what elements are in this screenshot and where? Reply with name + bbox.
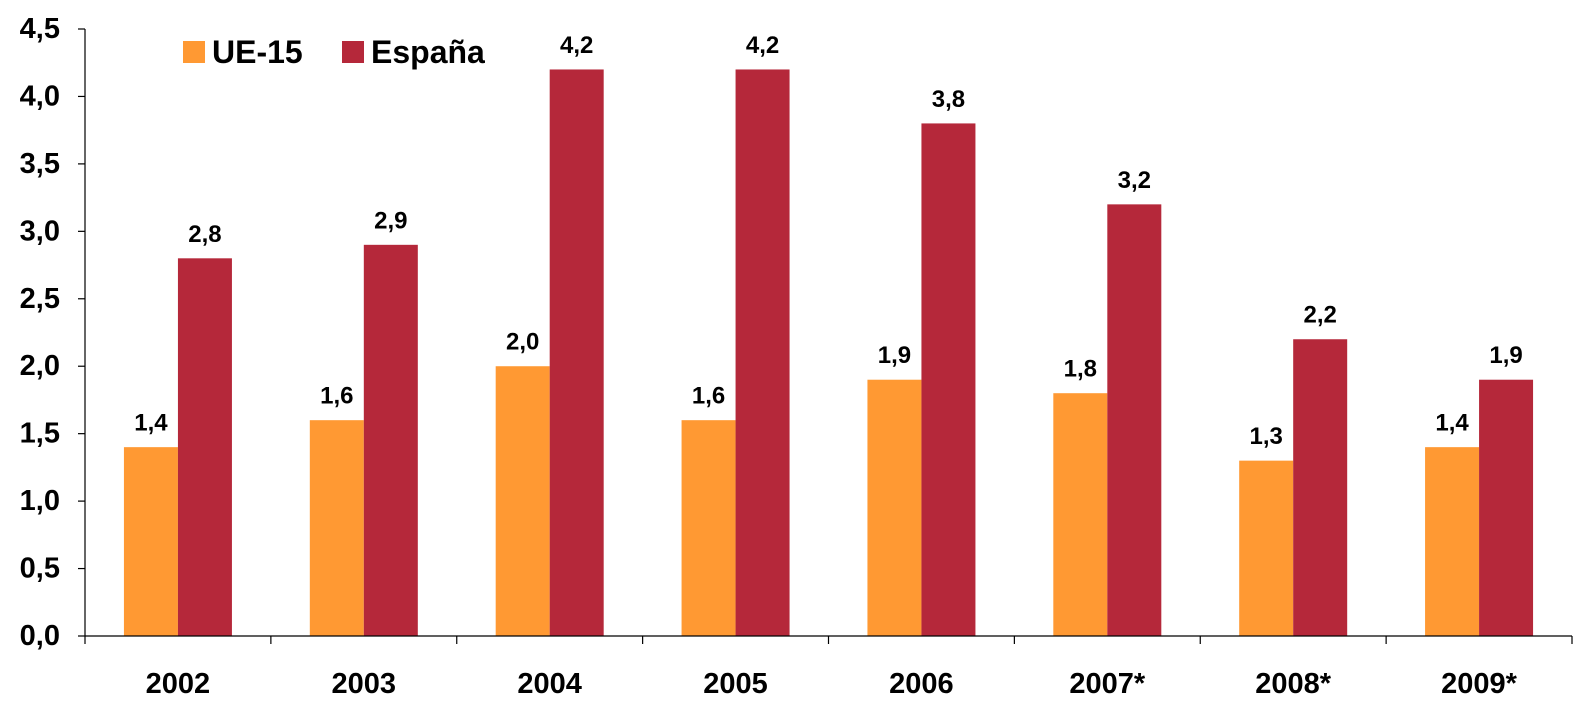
data-label: 1,3 bbox=[1250, 423, 1283, 450]
data-label: 2,9 bbox=[374, 207, 407, 234]
data-label: 2,8 bbox=[188, 221, 221, 248]
data-label: 1,6 bbox=[320, 383, 353, 410]
data-label: 2,0 bbox=[506, 329, 539, 356]
bar-ue15 bbox=[1239, 460, 1294, 636]
data-label: 3,8 bbox=[932, 86, 965, 113]
bar-espana bbox=[1479, 379, 1534, 636]
bar-ue15 bbox=[309, 420, 364, 636]
x-axis-ticks: 2002 2003 2004 2005 2006 2007* 2008* 2009* bbox=[146, 668, 1518, 700]
x-tick-label: 2007* bbox=[1069, 668, 1146, 700]
data-label: 1,4 bbox=[1435, 410, 1469, 437]
data-label: 1,6 bbox=[692, 383, 725, 410]
x-tick-label: 2008* bbox=[1255, 668, 1332, 700]
bar-ue15 bbox=[867, 379, 922, 636]
legend-swatch bbox=[342, 41, 364, 63]
axes bbox=[78, 28, 1573, 644]
legend-label: España bbox=[371, 34, 485, 70]
x-tick-label: 2004 bbox=[517, 668, 582, 700]
bars bbox=[123, 69, 1534, 637]
y-tick-label: 0,5 bbox=[20, 553, 60, 585]
bar-ue15 bbox=[123, 447, 178, 636]
y-tick-label: 1,5 bbox=[20, 418, 60, 450]
data-label: 4,2 bbox=[746, 32, 779, 59]
legend: UE-15 España bbox=[183, 34, 485, 70]
data-label: 1,4 bbox=[134, 410, 168, 437]
bar-ue15 bbox=[1425, 447, 1480, 636]
bar-espana bbox=[1107, 204, 1162, 636]
y-tick-label: 0,0 bbox=[20, 620, 60, 652]
data-label: 2,2 bbox=[1304, 302, 1337, 329]
x-tick-label: 2009* bbox=[1441, 668, 1518, 700]
y-axis-ticks: 0,0 0,5 1,0 1,5 2,0 2,5 3,0 3,5 4,0 4,5 bbox=[20, 13, 60, 652]
x-tick-label: 2002 bbox=[146, 668, 211, 700]
bar-espana bbox=[921, 123, 976, 636]
bar-espana bbox=[177, 258, 232, 636]
bar-ue15 bbox=[495, 366, 550, 636]
bar-ue15 bbox=[1053, 393, 1108, 636]
x-tick-label: 2005 bbox=[703, 668, 768, 700]
y-tick-label: 4,5 bbox=[20, 13, 60, 45]
x-tick-label: 2006 bbox=[889, 668, 954, 700]
y-tick-label: 3,5 bbox=[20, 148, 60, 180]
bar-espana bbox=[1293, 339, 1348, 636]
y-tick-label: 2,5 bbox=[20, 283, 60, 315]
data-label: 1,9 bbox=[878, 342, 911, 369]
legend-swatch bbox=[183, 41, 205, 63]
y-tick-label: 2,0 bbox=[20, 350, 60, 382]
data-label: 3,2 bbox=[1118, 167, 1151, 194]
data-labels: 1,4 2,8 1,6 2,9 2,0 4,2 1,6 4,2 1,9 3,8 1,8 3,2 1,3 2… bbox=[134, 32, 1523, 450]
data-label: 1,8 bbox=[1064, 356, 1097, 383]
bar-ue15 bbox=[681, 420, 736, 636]
bar-espana bbox=[735, 69, 790, 636]
bar-espana bbox=[363, 244, 418, 637]
legend-label: UE-15 bbox=[212, 34, 303, 70]
x-tick-label: 2003 bbox=[332, 668, 397, 700]
y-tick-label: 4,0 bbox=[20, 80, 60, 112]
y-tick-label: 1,0 bbox=[20, 485, 60, 517]
data-label: 1,9 bbox=[1489, 342, 1522, 369]
data-label: 4,2 bbox=[560, 32, 593, 59]
y-tick-label: 3,0 bbox=[20, 215, 60, 247]
bar-espana bbox=[549, 69, 604, 636]
